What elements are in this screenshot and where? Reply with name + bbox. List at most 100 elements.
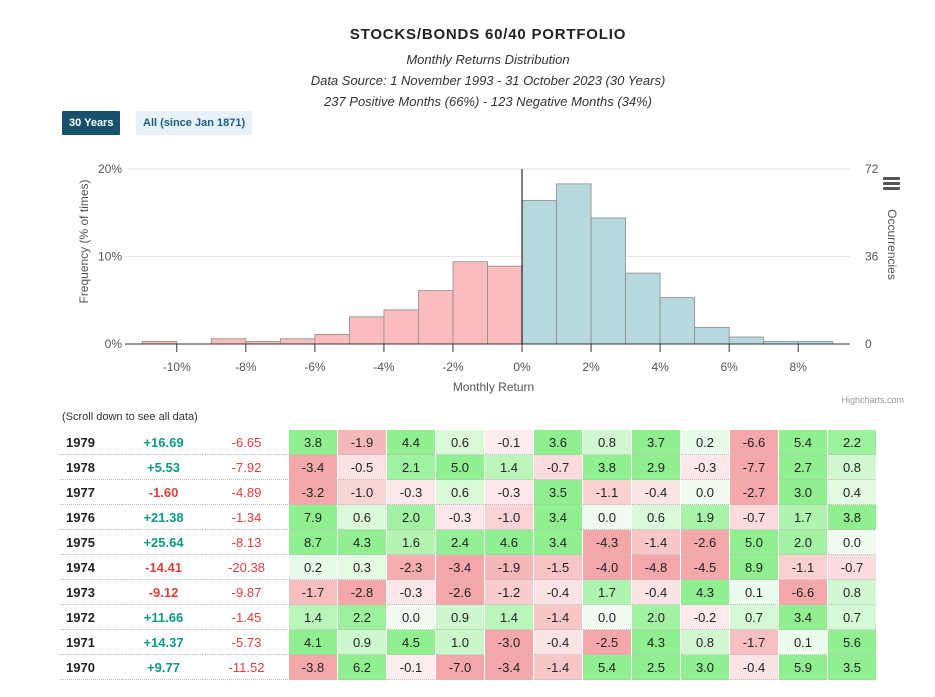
month-return-cell: 5.0 — [435, 454, 485, 480]
chart-subtitle: Monthly Returns Distribution — [406, 52, 570, 67]
month-return-cell: 7.9 — [288, 504, 338, 530]
month-return-cell: 3.5 — [827, 654, 876, 680]
month-return-cell: -2.8 — [337, 579, 387, 605]
month-return-cell: 5.4 — [778, 430, 828, 455]
month-return-cell: 2.4 — [435, 529, 485, 555]
max-drawdown-cell: -20.38 — [205, 554, 289, 580]
table-row: 1977 -1.60 -4.89 -3.2 -1.0 -0.3 0.6 -0.3 3.5 -1.1… — [60, 479, 876, 505]
month-return-cell: 0.0 — [680, 479, 730, 505]
month-return-cell: 0.8 — [827, 579, 876, 605]
month-return-cell: -3.8 — [288, 654, 338, 680]
month-return-cell: -1.1 — [582, 479, 632, 505]
month-return-cell: 5.0 — [729, 529, 779, 555]
month-return-cell: 2.1 — [386, 454, 436, 480]
month-return-cell: -1.0 — [337, 479, 387, 505]
max-drawdown-cell: -1.45 — [205, 604, 289, 630]
histogram-bar — [556, 183, 592, 345]
table-row: 1972 +11.66 -1.45 1.4 2.2 0.0 0.9 1.4 -1.4 0.0 2.0… — [60, 604, 876, 630]
histogram-chart: 0% 10% 20% 0 36 72 -10% -8% -6% -4% -2% 0% 2% 4% 6% 8% M… — [77, 162, 899, 394]
x-tick-label: 2% — [582, 360, 600, 374]
month-return-cell: -0.7 — [827, 554, 876, 580]
month-return-cell: -1.0 — [484, 504, 534, 530]
month-return-cell: -1.2 — [484, 579, 534, 605]
month-return-cell: -0.4 — [533, 579, 583, 605]
month-return-cell: 1.9 — [680, 504, 730, 530]
histogram-bar — [314, 333, 350, 345]
annual-return-cell: +11.66 — [122, 604, 205, 630]
month-return-cell: 0.0 — [582, 504, 632, 530]
month-return-cell: -1.7 — [729, 629, 779, 655]
month-return-cell: 4.1 — [288, 629, 338, 655]
month-return-cell: -1.4 — [631, 529, 681, 555]
month-return-cell: -2.5 — [582, 629, 632, 655]
max-drawdown-cell: -8.13 — [205, 529, 289, 555]
month-return-cell: -0.3 — [680, 454, 730, 480]
period-all-button[interactable]: All (since Jan 1871) — [136, 111, 253, 135]
x-axis-title: Monthly Return — [453, 380, 534, 394]
month-return-cell: -0.3 — [386, 579, 436, 605]
month-return-cell: 1.7 — [582, 579, 632, 605]
month-return-cell: -2.3 — [386, 554, 436, 580]
max-drawdown-cell: -9.87 — [205, 579, 289, 605]
year-cell: 1979 — [60, 430, 122, 455]
table-row: 1975 +25.64 -8.13 8.7 4.3 1.6 2.4 4.6 3.4 -4.3 -1.… — [60, 529, 876, 555]
month-return-cell: 3.0 — [680, 654, 730, 680]
month-return-cell: -1.9 — [337, 430, 387, 455]
month-return-cell: -0.7 — [533, 454, 583, 480]
month-return-cell: 3.8 — [827, 504, 876, 530]
y2-tick-label: 72 — [865, 162, 879, 176]
month-return-cell: 3.8 — [582, 454, 632, 480]
x-tick-label: 4% — [651, 360, 669, 374]
month-return-cell: -0.7 — [729, 504, 779, 530]
month-return-cell: 3.7 — [631, 430, 681, 455]
table-row: 1971 +14.37 -5.73 4.1 0.9 4.5 1.0 -3.0 -0.4 -2.5 4… — [60, 629, 876, 655]
month-return-cell: 8.9 — [729, 554, 779, 580]
month-return-cell: -6.6 — [729, 430, 779, 455]
month-return-cell: 4.3 — [680, 579, 730, 605]
annual-return-cell: +9.77 — [122, 654, 205, 680]
period-30-years-button[interactable]: 30 Years — [62, 111, 121, 135]
max-drawdown-cell: -6.65 — [205, 430, 289, 455]
y-axis-title: Frequency (% of times) — [77, 179, 91, 303]
month-return-cell: 0.9 — [435, 604, 485, 630]
credits-link[interactable]: Highcharts.com — [841, 395, 904, 405]
max-drawdown-cell: -7.92 — [205, 454, 289, 480]
month-return-cell: -4.0 — [582, 554, 632, 580]
histogram-bar — [418, 290, 454, 345]
x-tick-label: -2% — [442, 360, 464, 374]
month-return-cell: 0.2 — [680, 430, 730, 455]
month-return-cell: 6.2 — [337, 654, 387, 680]
month-return-cell: -3.0 — [484, 629, 534, 655]
annual-return-cell: +25.64 — [122, 529, 205, 555]
month-return-cell: 4.4 — [386, 430, 436, 455]
y2-axis-title: Occurrencies — [885, 209, 899, 280]
month-return-cell: -0.1 — [484, 430, 534, 455]
chart-menu-icon[interactable] — [883, 177, 900, 191]
histogram-bar — [349, 316, 385, 345]
year-cell: 1973 — [60, 579, 122, 605]
annual-return-cell: +14.37 — [122, 629, 205, 655]
positive-negative-summary: 237 Positive Months (66%) - 123 Negative… — [323, 94, 653, 109]
y2-tick-label: 36 — [865, 250, 879, 264]
month-return-cell: 2.0 — [778, 529, 828, 555]
month-return-cell: 0.8 — [582, 430, 632, 455]
month-return-cell: 0.4 — [827, 479, 876, 505]
month-return-cell: 3.6 — [533, 430, 583, 455]
month-return-cell: -2.7 — [729, 479, 779, 505]
chart-axes — [125, 169, 850, 352]
month-return-cell: 0.0 — [827, 529, 876, 555]
month-return-cell: 0.6 — [631, 504, 681, 530]
x-tick-label: -10% — [163, 360, 191, 374]
month-return-cell: 5.6 — [827, 629, 876, 655]
y-tick-label: 0% — [105, 337, 123, 351]
histogram-bar — [452, 261, 488, 345]
histogram-bars — [141, 183, 834, 345]
table-row: 1970 +9.77 -11.52 -3.8 6.2 -0.1 -7.0 -3.4 -1.4 5.… — [60, 654, 876, 680]
month-return-cell: 1.4 — [484, 454, 534, 480]
month-return-cell: 4.3 — [337, 529, 387, 555]
month-return-cell: -2.6 — [435, 579, 485, 605]
x-tick-label: 6% — [720, 360, 738, 374]
year-cell: 1975 — [60, 529, 122, 555]
month-return-cell: 8.7 — [288, 529, 338, 555]
max-drawdown-cell: -11.52 — [205, 654, 289, 680]
